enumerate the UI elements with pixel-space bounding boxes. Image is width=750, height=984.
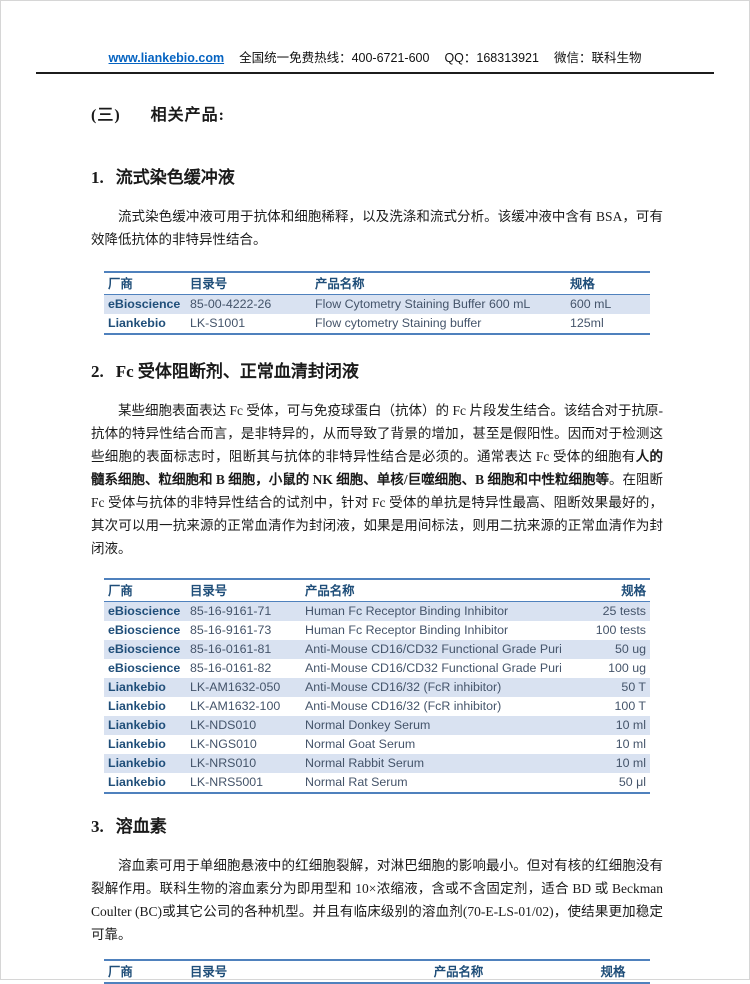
vendor-cell: Liankebio (108, 316, 166, 330)
table-row: eBioscience 85-16-9161-73 Human Fc Recepto… (104, 621, 650, 640)
spec-cell: 100 tests (595, 623, 646, 637)
catalog-number-cell: LK-AM1632-050 (186, 678, 301, 697)
column-header: 产品名称 (301, 579, 561, 602)
main-heading-number: (三) (91, 107, 121, 124)
vendor-cell: eBioscience (104, 640, 186, 659)
wechat-text: 微信：联科生物 (553, 51, 642, 65)
table-row: Liankebio LK-AM1632-100 Anti-Mouse CD16/32… (104, 697, 650, 716)
column-header: 厂商 (104, 272, 186, 295)
column-header: 产品名称 (311, 272, 566, 295)
catalog-number-cell: LK-AM1632-100 (190, 699, 281, 713)
vendor-cell: Liankebio (108, 699, 166, 713)
section-3-title: 3. 溶血素 (91, 812, 749, 837)
product-name-cell: Human Fc Receptor Binding Inhibitor (305, 623, 509, 637)
spec-cell: 25 tests (561, 601, 650, 621)
section-1-title-text: 流式染色缓冲液 (115, 168, 235, 187)
catalog-number-cell: LK-NGS010 (190, 737, 257, 751)
vendor-cell: eBioscience (108, 623, 181, 637)
section-3-title-text: 溶血素 (115, 817, 167, 836)
table-row: eBioscience 85-16-0161-81 Anti-Mouse CD16/… (104, 640, 650, 659)
catalog-number-cell: LK-NRS5001 (190, 775, 264, 789)
spec-cell: 100 T (614, 699, 646, 713)
section-3-paragraph: 溶血素可用于单细胞悬液中的红细胞裂解，对淋巴细胞的影响最小。但对有核的红细胞没有… (91, 858, 663, 942)
catalog-number-cell: 85-00-4222-26 (186, 294, 311, 314)
header-divider (36, 72, 714, 74)
main-heading: (三) 相关产品: (91, 101, 749, 125)
product-table-lysing-solution: 厂商 目录号 产品名称 规格 (104, 959, 650, 984)
section-2-paragraph-bold: 人的髓系细胞、粒细胞和 B 细胞，小鼠的 NK 细胞、单核/巨噬细胞、B 细胞和… (91, 449, 664, 487)
qq-text: QQ：168313921 (444, 51, 539, 65)
main-heading-text: 相关产品: (150, 107, 226, 124)
table-row: Liankebio LK-AM1632-050 Anti-Mouse CD16/32… (104, 678, 650, 697)
product-name-cell: Normal Donkey Serum (301, 716, 561, 735)
section-2-title-text: Fc 受体阻断剂、正常血清封闭液 (115, 362, 359, 381)
catalog-number-cell: LK-NRS010 (186, 754, 301, 773)
product-name-cell: Human Fc Receptor Binding Inhibitor (301, 601, 561, 621)
product-table-fc-blockers: 厂商 目录号 产品名称 规格 eBioscience 85-16-9161-71 Huma… (104, 578, 650, 794)
column-header: 目录号 (186, 272, 311, 295)
spec-cell: 125ml (570, 316, 604, 330)
product-name-cell: Flow Cytometry Staining Buffer 600 mL (311, 294, 566, 314)
vendor-cell: eBioscience (104, 601, 186, 621)
page-header: www.liankebio.com 全国统一免费热线：400-6721-600 … (1, 47, 749, 66)
spec-cell: 10 ml (615, 737, 646, 751)
product-name-cell: Anti-Mouse CD16/32 (FcR inhibitor) (301, 678, 561, 697)
spec-cell: 10 ml (561, 716, 650, 735)
product-name-cell: Anti-Mouse CD16/32 (FcR inhibitor) (305, 699, 502, 713)
product-table-staining-buffer: 厂商 目录号 产品名称 规格 eBioscience 85-00-4222-26 Flow… (104, 271, 650, 335)
product-name-cell: Flow cytometry Staining buffer (315, 316, 482, 330)
catalog-number-cell: LK-S1001 (190, 316, 246, 330)
section-2-paragraph-pre: 某些细胞表面表达 Fc 受体，可与免疫球蛋白（抗体）的 Fc 片段发生结合。该结… (91, 403, 663, 464)
section-1-number: 1. (91, 168, 104, 187)
column-header: 目录号 (186, 579, 301, 602)
spec-cell: 600 mL (566, 294, 650, 314)
catalog-number-cell: 85-16-9161-71 (186, 601, 301, 621)
website-link[interactable]: www.liankebio.com (108, 51, 225, 65)
section-2-paragraph-post: 。在阻断 Fc 受体与抗体的非特异性结合的试剂中，针对 Fc 受体的单抗是特异性… (91, 472, 664, 556)
section-1-title: 1. 流式染色缓冲液 (91, 163, 749, 188)
vendor-cell: Liankebio (104, 754, 186, 773)
column-header: 厂商 (104, 579, 186, 602)
table-row: Liankebio LK-NGS010 Normal Goat Serum 10 ml (104, 735, 650, 754)
product-name-cell: Anti-Mouse CD16/CD32 Functional Grade Pu… (301, 640, 561, 659)
table-header-row: 厂商 目录号 产品名称 规格 (104, 579, 650, 602)
table-row: Liankebio LK-NDS010 Normal Donkey Serum 10 … (104, 716, 650, 735)
section-2-title: 2. Fc 受体阻断剂、正常血清封闭液 (91, 357, 749, 382)
product-name-cell: Normal Rat Serum (305, 775, 408, 789)
vendor-cell: eBioscience (104, 294, 186, 314)
section-2-paragraph: 某些细胞表面表达 Fc 受体，可与免疫球蛋白（抗体）的 Fc 片段发生结合。该结… (91, 399, 663, 560)
catalog-number-cell: 85-16-0161-82 (190, 661, 272, 675)
section-3-number: 3. (91, 817, 104, 836)
catalog-number-cell: 85-16-9161-73 (190, 623, 272, 637)
spec-cell: 50 μl (618, 775, 646, 789)
table-row: eBioscience 85-00-4222-26 Flow Cytometry S… (104, 294, 650, 314)
vendor-cell: Liankebio (108, 737, 166, 751)
spec-cell: 10 ml (561, 754, 650, 773)
section-1-paragraph: 流式染色缓冲液可用于抗体和细胞稀释，以及洗涤和流式分析。该缓冲液中含有 BSA，… (91, 209, 663, 247)
product-name-cell: Anti-Mouse CD16/CD32 Functional Grade Pu… (305, 661, 561, 675)
product-name-cell: Normal Goat Serum (305, 737, 416, 751)
table-row: eBioscience 85-16-0161-82 Anti-Mouse CD16/… (104, 659, 650, 678)
table-header-row: 厂商 目录号 产品名称 规格 (104, 272, 650, 295)
column-header: 规格 (566, 272, 650, 295)
vendor-cell: eBioscience (108, 661, 181, 675)
catalog-number-cell: 85-16-0161-81 (186, 640, 301, 659)
spec-cell: 100 ug (608, 661, 646, 675)
column-header: 规格 (561, 579, 650, 602)
product-name-cell: Normal Rabbit Serum (301, 754, 561, 773)
table-row: eBioscience 85-16-9161-71 Human Fc Recepto… (104, 601, 650, 621)
vendor-cell: Liankebio (108, 775, 166, 789)
table-row: Liankebio LK-NRS010 Normal Rabbit Serum 10 … (104, 754, 650, 773)
section-2-number: 2. (91, 362, 104, 381)
table-row: Liankebio LK-NRS5001 Normal Rat Serum 50 μl (104, 773, 650, 793)
vendor-cell: Liankebio (104, 678, 186, 697)
spec-cell: 50 T (561, 678, 650, 697)
table-row: Liankebio LK-S1001 Flow cytometry Staining… (104, 314, 650, 334)
spec-cell: 50 ug (561, 640, 650, 659)
vendor-cell: Liankebio (104, 716, 186, 735)
hotline-text: 全国统一免费热线：400-6721-600 (239, 51, 430, 65)
catalog-number-cell: LK-NDS010 (186, 716, 301, 735)
